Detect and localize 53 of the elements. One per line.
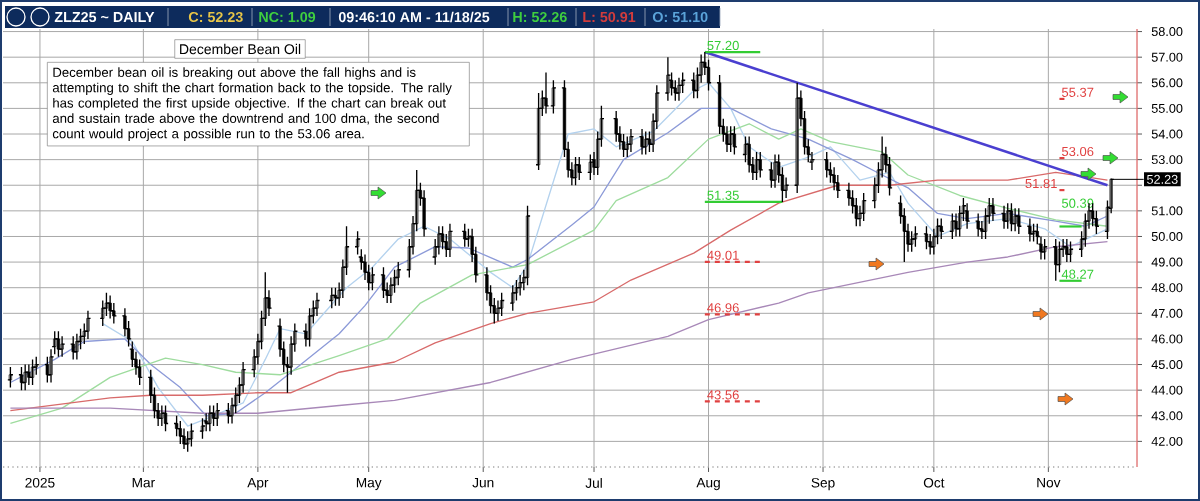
y-tick-label: 43.00 bbox=[1151, 411, 1183, 421]
candlestick bbox=[795, 82, 799, 194]
series-label: 50.39 bbox=[1061, 198, 1094, 208]
text: O: 51.10 bbox=[652, 11, 708, 23]
y-tick-label: 42.00 bbox=[1151, 436, 1183, 446]
text: NC: 1.09 bbox=[259, 11, 316, 23]
y-tick-label: 50.00 bbox=[1151, 231, 1183, 241]
y-tick-label: 57.00 bbox=[1151, 52, 1183, 62]
series-label: 55.37 bbox=[1061, 87, 1094, 97]
x-tick-label: Aug bbox=[696, 477, 720, 491]
text: 09:46:10 AM - 11/18/25 bbox=[338, 11, 490, 23]
x-tick-label: Apr bbox=[247, 477, 269, 491]
text: L: 50.91 bbox=[583, 11, 636, 23]
y-tick-label: 48.00 bbox=[1151, 283, 1183, 293]
x-tick-label: Jul bbox=[585, 477, 602, 488]
y-tick-label: 54.00 bbox=[1151, 129, 1183, 139]
annotation: December bean oil is breaking out above the fall highs and is attempting to shift the chart formation back to the topside. The rally has completed the first upside objective. If the chart can break out and sustain trade above the downtrend and 100 dma, the second count would project a possible run to the 53.06 area. bbox=[52, 67, 452, 141]
x-tick-label: Nov bbox=[1037, 477, 1061, 488]
y-tick-label: 58.00 bbox=[1151, 27, 1183, 37]
x-tick-label: May bbox=[356, 477, 382, 491]
x-tick-label: Sep bbox=[811, 477, 835, 491]
y-tick-label: 51.00 bbox=[1151, 206, 1183, 216]
x-tick-label: Oct bbox=[923, 477, 945, 488]
series-label: 48.27 bbox=[1061, 269, 1094, 279]
y-tick-label: 47.00 bbox=[1151, 308, 1183, 318]
y-tick-label: 56.00 bbox=[1151, 78, 1183, 88]
text: C: 52.23 bbox=[188, 11, 243, 23]
series-label: 53.06 bbox=[1061, 146, 1094, 157]
candlestick bbox=[511, 284, 515, 312]
y-tick-label: 45.00 bbox=[1151, 360, 1183, 370]
candlestick bbox=[1017, 207, 1021, 235]
series-label: 51.81 bbox=[1025, 178, 1057, 189]
candlestick bbox=[536, 92, 541, 171]
y-tick-label: 53.00 bbox=[1151, 155, 1183, 165]
line-series bbox=[9, 240, 1109, 414]
x-tick-label: 2025 bbox=[25, 477, 55, 488]
series-label: 51.35 bbox=[707, 190, 739, 200]
series-label: 46.96 bbox=[707, 303, 739, 313]
candlestick bbox=[950, 212, 954, 240]
annotation: 52.23 bbox=[1147, 174, 1178, 184]
y-tick-label: 44.00 bbox=[1151, 385, 1183, 395]
series-label: 49.01 bbox=[707, 250, 739, 260]
x-tick-label: Jun bbox=[472, 477, 494, 488]
y-tick-label: 49.00 bbox=[1151, 257, 1183, 267]
y-tick-label: 55.00 bbox=[1151, 103, 1183, 113]
y-tick-label: 46.00 bbox=[1151, 334, 1183, 344]
candlestick bbox=[758, 151, 762, 179]
series-label: 57.20 bbox=[707, 40, 739, 51]
series-label: 43.56 bbox=[707, 390, 739, 400]
chart-title: ZLZ25 ~ DAILY bbox=[54, 11, 155, 23]
text: December Bean Oil bbox=[180, 43, 301, 55]
x-tick-label: Mar bbox=[132, 477, 155, 488]
text: H: 52.26 bbox=[513, 11, 567, 23]
